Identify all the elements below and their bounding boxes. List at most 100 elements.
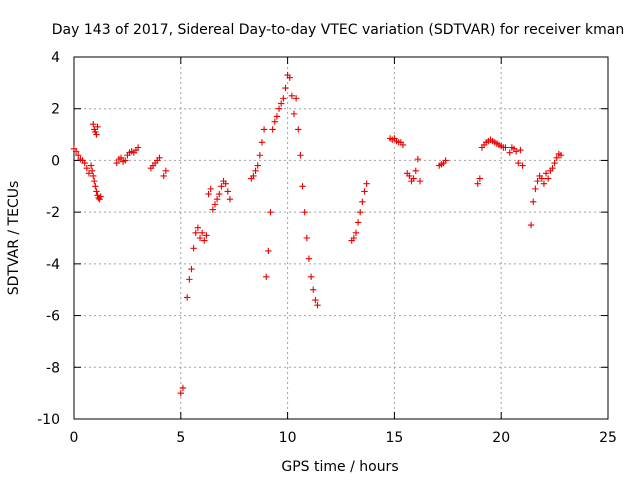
y-tick-label: 0 (51, 153, 60, 169)
data-point (188, 265, 195, 273)
data-point (113, 159, 120, 167)
data-point (91, 177, 98, 185)
data-point (122, 157, 129, 164)
data-point (515, 159, 522, 167)
data-point (352, 229, 360, 237)
data-point (156, 154, 163, 162)
data-point (517, 146, 524, 154)
data-point (97, 193, 104, 200)
data-point (416, 177, 424, 185)
data-point (93, 188, 100, 195)
data-point (258, 139, 266, 146)
data-point (218, 183, 225, 190)
data-point (476, 175, 484, 182)
data-point (299, 183, 306, 190)
data-point (542, 170, 550, 177)
data-point (414, 155, 422, 163)
grid-lines (74, 57, 608, 419)
data-point (192, 229, 199, 237)
data-point (194, 224, 202, 231)
data-point (224, 188, 231, 195)
data-point (205, 190, 212, 198)
y-tick-label: -4 (46, 257, 60, 273)
data-point (254, 162, 261, 169)
data-point (551, 159, 558, 167)
data-point (399, 141, 407, 149)
data-point (88, 167, 96, 174)
data-point (94, 123, 101, 131)
y-tick-label: -2 (46, 205, 60, 221)
data-point (290, 110, 298, 118)
data-point (544, 175, 552, 182)
data-point (267, 208, 274, 216)
data-point (213, 196, 221, 203)
data-point (314, 302, 321, 309)
data-point (211, 201, 219, 208)
y-tick-label: -6 (46, 309, 60, 325)
chart-title: Day 143 of 2017, Sidereal Day-to-day VTE… (52, 22, 624, 38)
data-point (81, 159, 88, 167)
data-point (538, 175, 545, 182)
data-point (87, 162, 95, 169)
data-point (252, 167, 259, 174)
data-point (534, 177, 541, 185)
x-tick-label: 15 (385, 430, 403, 446)
data-point (207, 185, 214, 193)
data-point (406, 172, 413, 180)
data-point (277, 100, 285, 107)
data-point (271, 118, 278, 125)
data-point (93, 131, 100, 138)
x-tick-label: 20 (492, 430, 510, 446)
data-point (519, 162, 526, 169)
data-point (75, 152, 82, 159)
data-point (83, 164, 91, 172)
x-tick-label: 25 (599, 430, 617, 446)
data-point (310, 286, 317, 293)
data-point (361, 188, 368, 195)
data-point (540, 180, 548, 187)
plot-frame (73, 56, 609, 420)
data-point (557, 152, 565, 159)
data-point (92, 183, 99, 190)
data-point (201, 237, 208, 244)
axis-ticks (73, 56, 609, 420)
data-point (250, 172, 257, 180)
data-point (256, 152, 264, 159)
data-point (222, 180, 229, 187)
data-point (506, 149, 513, 156)
y-tick-label: 4 (51, 50, 60, 66)
data-point (350, 234, 358, 242)
data-point (117, 154, 125, 162)
data-point (295, 126, 302, 133)
data-point (527, 221, 535, 229)
data-point (512, 148, 520, 155)
data-point (286, 74, 293, 81)
data-point (410, 175, 417, 182)
data-point (226, 196, 234, 203)
data-point (203, 232, 210, 239)
data-point (134, 144, 142, 151)
data-point (263, 273, 270, 280)
data-point (549, 164, 556, 172)
data-point (280, 95, 287, 102)
data-point (179, 384, 187, 392)
data-point (312, 296, 319, 304)
data-point (209, 206, 217, 213)
x-tick-labels: 0 5 10 15 20 25 (70, 430, 617, 446)
data-point (160, 172, 167, 180)
data-point (198, 229, 206, 237)
data-point (357, 208, 364, 216)
data-point (269, 126, 276, 133)
data-point (260, 126, 268, 133)
y-axis-label: SDTVAR / TECUs (6, 181, 22, 296)
data-point (442, 157, 449, 164)
data-point (412, 167, 419, 174)
y-tick-label: -8 (46, 360, 60, 376)
data-points (70, 71, 565, 397)
data-point (190, 245, 197, 252)
y-tick-label: -10 (37, 412, 60, 428)
data-point (301, 208, 308, 216)
x-tick-label: 0 (70, 430, 79, 446)
x-tick-label: 5 (176, 430, 185, 446)
data-point (85, 170, 93, 177)
